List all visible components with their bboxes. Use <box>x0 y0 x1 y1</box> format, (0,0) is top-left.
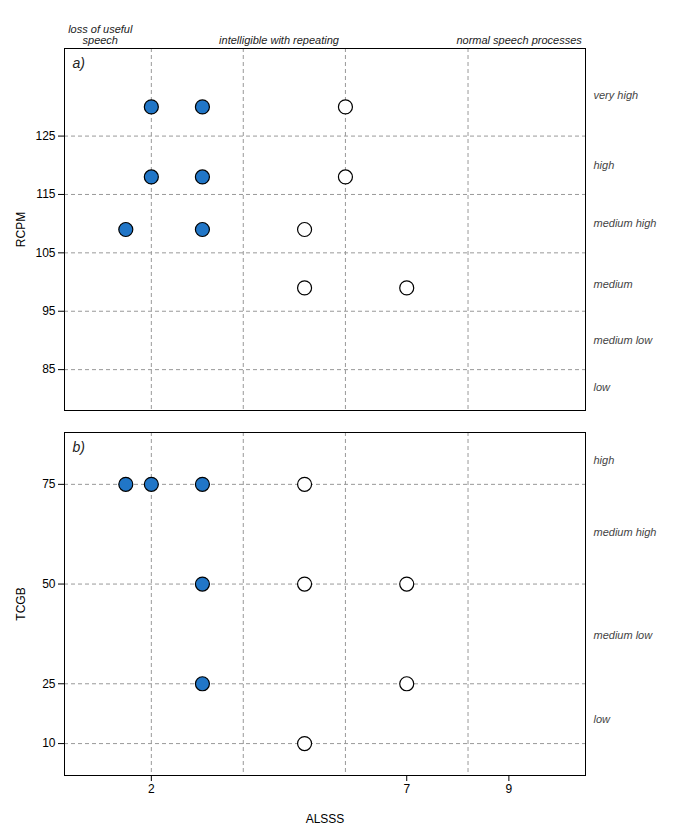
svg-text:high: high <box>594 159 615 171</box>
svg-text:TCGB: TCGB <box>14 587 28 620</box>
svg-text:low: low <box>594 713 612 725</box>
svg-text:95: 95 <box>42 304 56 318</box>
svg-text:medium low: medium low <box>594 334 654 346</box>
svg-text:ALSSS: ALSSS <box>306 812 345 826</box>
svg-text:b): b) <box>73 439 85 455</box>
svg-text:9: 9 <box>506 782 513 796</box>
svg-text:very high: very high <box>594 89 639 101</box>
svg-text:low: low <box>594 381 612 393</box>
svg-text:medium: medium <box>594 278 633 290</box>
svg-text:75: 75 <box>42 477 56 491</box>
svg-text:105: 105 <box>35 246 55 260</box>
svg-text:2: 2 <box>148 782 155 796</box>
svg-text:medium low: medium low <box>594 629 654 641</box>
svg-text:7: 7 <box>403 782 410 796</box>
svg-text:intelligible with repeating: intelligible with repeating <box>219 34 340 46</box>
svg-text:loss of usefulspeech: loss of usefulspeech <box>68 23 133 46</box>
svg-text:a): a) <box>73 55 85 71</box>
svg-text:115: 115 <box>36 187 55 201</box>
svg-text:85: 85 <box>42 362 56 376</box>
svg-text:RCPM: RCPM <box>14 212 28 247</box>
svg-text:50: 50 <box>42 577 56 591</box>
svg-text:medium high: medium high <box>594 526 657 538</box>
svg-text:125: 125 <box>35 129 55 143</box>
svg-text:medium high: medium high <box>594 217 657 229</box>
svg-text:high: high <box>594 454 615 466</box>
svg-text:25: 25 <box>42 677 56 691</box>
svg-text:normal speech processes: normal speech processes <box>456 34 582 46</box>
svg-text:10: 10 <box>42 736 56 750</box>
